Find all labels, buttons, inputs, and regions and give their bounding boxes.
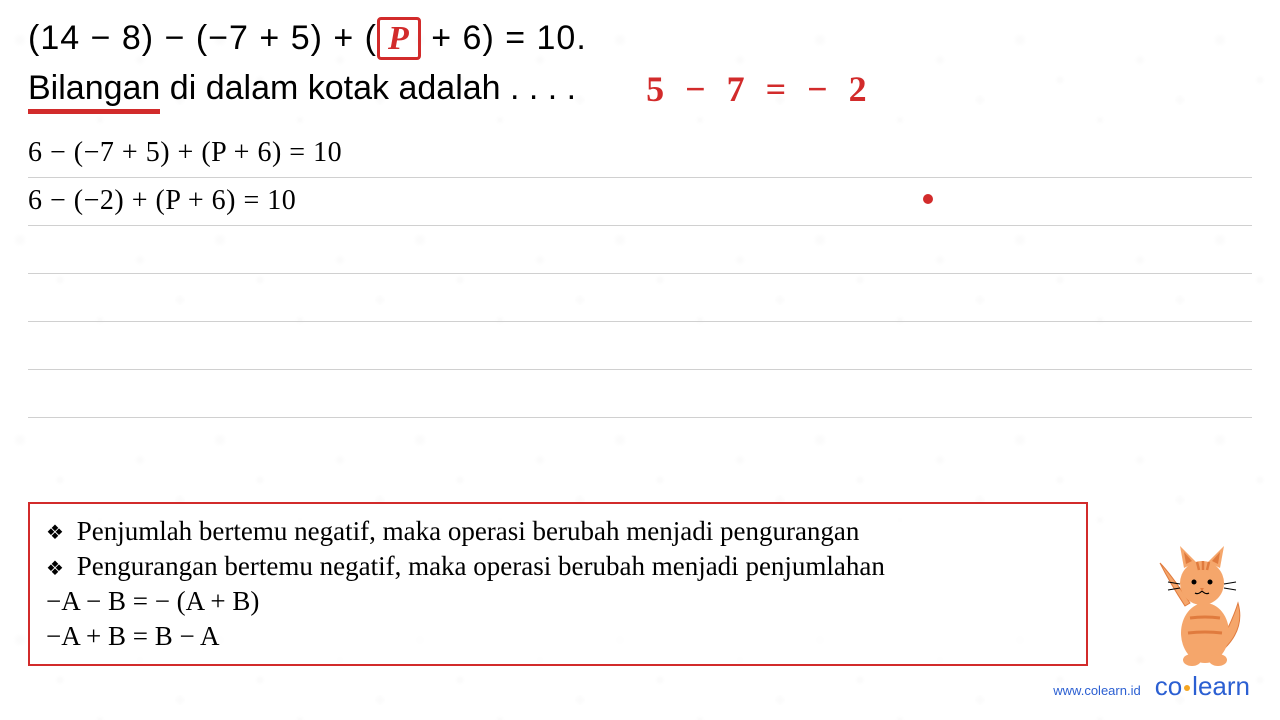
footer-url: www.colearn.id [1053, 683, 1140, 698]
cat-mascot-icon [1130, 528, 1250, 668]
diamond-bullet-icon: ❖ [46, 558, 64, 580]
note-formula-2: −A + B = B − A [46, 619, 1070, 654]
underlined-word: Bilangan [28, 69, 160, 114]
question-rest: di dalam kotak adalah . . . . [160, 69, 576, 107]
red-pointer-dot [923, 194, 933, 204]
rule-line-5 [28, 322, 1252, 370]
rule-line-4 [28, 274, 1252, 322]
rule-line-6 [28, 370, 1252, 418]
work-step-1: 6 − (−7 + 5) + (P + 6) = 10 [28, 137, 342, 169]
rule-line-1: 6 − (−7 + 5) + (P + 6) = 10 [28, 130, 1252, 178]
question-line: Bilangan di dalam kotak adalah . . . . 5… [28, 68, 1252, 110]
note-bullet-1: ❖ Penjumlah bertemu negatif, maka operas… [46, 514, 1070, 549]
equation-left: (14 − 8) − (−7 + 5) + ( [28, 19, 377, 57]
notes-box: ❖ Penjumlah bertemu negatif, maka operas… [28, 502, 1088, 666]
diamond-bullet-icon: ❖ [46, 522, 64, 544]
brand-logo: colearn [1155, 671, 1250, 702]
equation-right: + 6) = 10. [421, 19, 587, 57]
note-bullet-2: ❖ Pengurangan bertemu negatif, maka oper… [46, 549, 1070, 584]
ruled-work-area: 6 − (−7 + 5) + (P + 6) = 10 6 − (−2) + (… [28, 130, 1252, 418]
variable-box: P [377, 17, 421, 60]
content-area: (14 − 8) − (−7 + 5) + (P + 6) = 10. Bila… [0, 0, 1280, 428]
problem-equation: (14 − 8) − (−7 + 5) + (P + 6) = 10. [28, 15, 1252, 63]
note-formula-1: −A − B = − (A + B) [46, 584, 1070, 619]
rule-line-3 [28, 226, 1252, 274]
logo-dot-icon [1184, 685, 1190, 691]
footer: www.colearn.id colearn [1053, 671, 1250, 702]
handwritten-calculation: 5 − 7 = − 2 [646, 68, 873, 110]
work-step-2: 6 − (−2) + (P + 6) = 10 [28, 185, 296, 217]
rule-line-2: 6 − (−2) + (P + 6) = 10 [28, 178, 1252, 226]
